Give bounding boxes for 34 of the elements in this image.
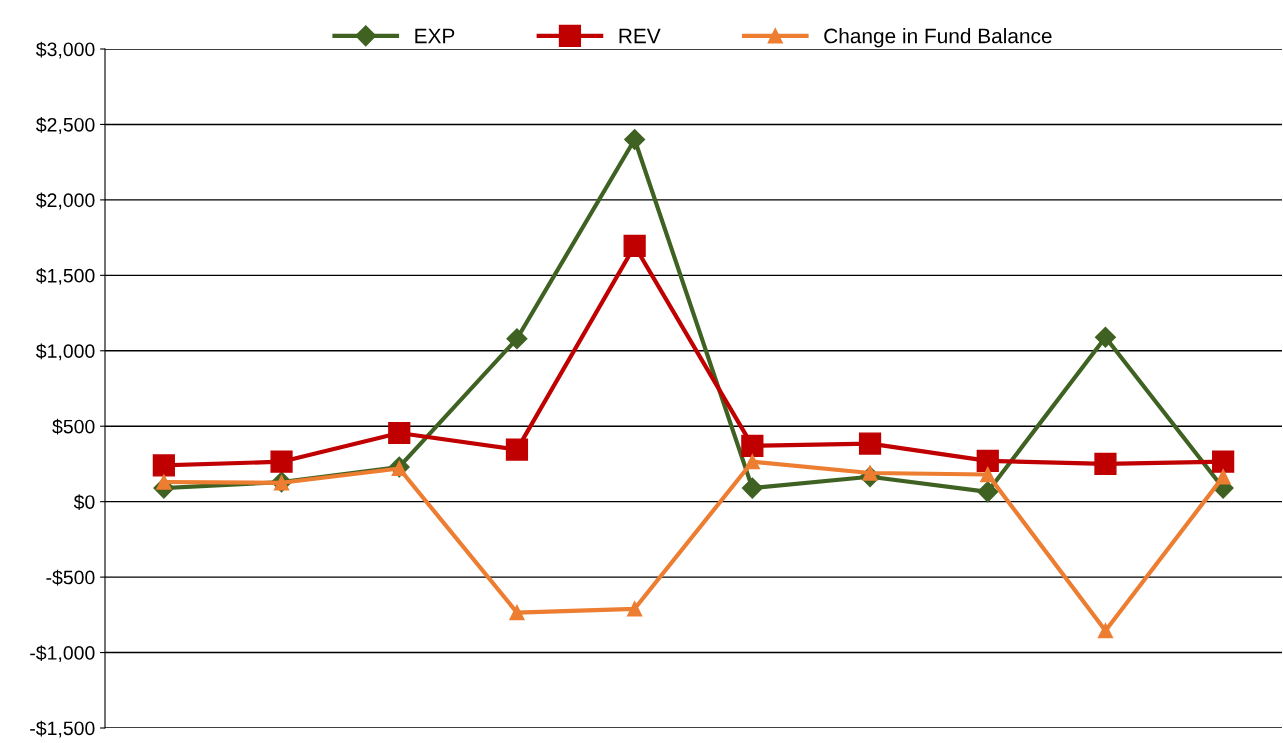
point: [270, 450, 293, 473]
point: [744, 454, 760, 470]
point: [506, 328, 528, 350]
y-tick-label: $1,500: [36, 267, 95, 285]
y-tick-label: -$500: [46, 569, 95, 586]
legend-label: EXP: [415, 28, 455, 44]
point: [1094, 326, 1116, 348]
point: [505, 438, 529, 461]
y-tick-label: $500: [52, 418, 95, 435]
legend-label: Change in Fund Balance: [824, 28, 1052, 48]
point: [741, 434, 764, 457]
point: [741, 477, 763, 499]
point: [627, 601, 643, 617]
y-tick-label: $3,000: [36, 41, 95, 59]
point: [858, 432, 882, 455]
point: [388, 421, 411, 445]
y-tick-label: -$1,500: [30, 720, 95, 738]
point: [976, 449, 999, 473]
point: [1212, 450, 1235, 473]
y-tick-label: -$1,000: [30, 645, 95, 663]
y-tick-label: $2,000: [36, 192, 95, 210]
point: [1097, 623, 1114, 639]
point: [623, 234, 646, 258]
point: [980, 466, 996, 483]
y-tick-label: $1,000: [36, 343, 95, 361]
point: [152, 454, 175, 477]
point: [509, 604, 525, 621]
y-tick-label: $0: [73, 494, 95, 511]
legend-label: REV: [619, 28, 661, 44]
point: [1094, 452, 1117, 476]
point: [1215, 469, 1231, 485]
y-tick-label: $2,500: [36, 117, 95, 134]
point: [977, 481, 999, 503]
point: [624, 129, 646, 151]
